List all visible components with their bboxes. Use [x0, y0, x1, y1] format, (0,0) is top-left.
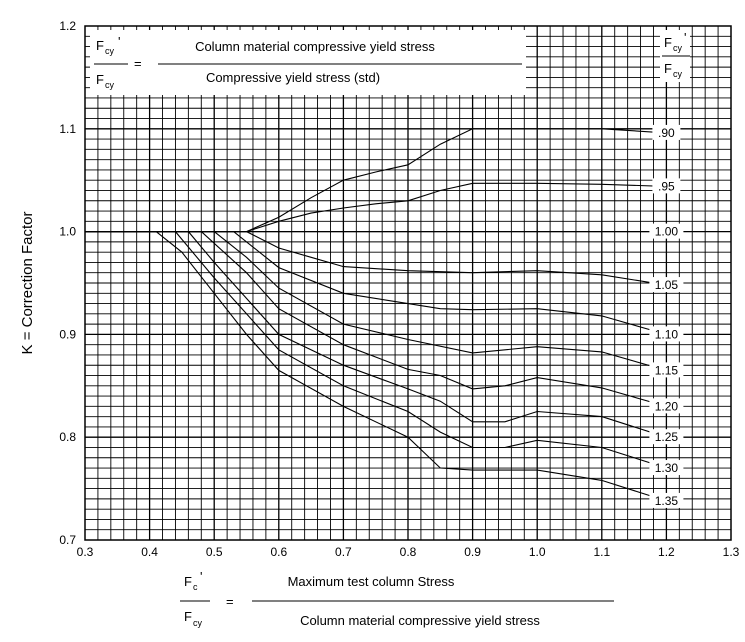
- x-tick-label: 1.1: [593, 545, 610, 559]
- y-tick-label: 0.7: [59, 533, 76, 547]
- ratio-label: 1.05: [655, 278, 679, 292]
- ratio-label-bg: [649, 398, 684, 414]
- x-tick-label: 0.3: [77, 545, 94, 559]
- x-tick-label: 1.3: [723, 545, 740, 559]
- x-tick-label: 1.2: [658, 545, 675, 559]
- ratio-label: 1.10: [655, 327, 679, 341]
- top-lhs-den-sub: cy: [105, 80, 115, 90]
- top-lhs-num-base: F: [96, 38, 104, 53]
- bottom-den-base: F: [184, 609, 192, 624]
- x-tick-label: 1.0: [529, 545, 546, 559]
- curve-1p30: [85, 231, 667, 469]
- ratio-label: 1.20: [655, 399, 679, 413]
- x-tick-label: 0.7: [335, 545, 352, 559]
- legend-den-base: F: [664, 61, 672, 76]
- y-tick-label: 1.2: [59, 19, 76, 33]
- curve-1p35: [85, 231, 667, 502]
- bottom-equals: =: [226, 594, 234, 609]
- legend-header: F cy ' F cy: [660, 30, 690, 82]
- ratio-label-bg: [649, 460, 684, 476]
- bottom-num-sub: c: [193, 582, 198, 592]
- legend-num-prime: ': [684, 30, 686, 45]
- x-tick-label: 0.4: [141, 545, 158, 559]
- ratio-labels: .90 .95 1.00 1.05 1.10 1.15 1.20 1.25 1.30 1.35: [649, 124, 684, 508]
- x-tick-label: 0.6: [270, 545, 287, 559]
- ratio-label: 1.00: [655, 225, 679, 239]
- legend-den-sub: cy: [673, 69, 683, 79]
- y-tick-label: 1.1: [59, 122, 76, 136]
- curve-1p05: [85, 231, 667, 286]
- ratio-label: 1.15: [655, 363, 679, 377]
- ratio-label: 1.30: [655, 461, 679, 475]
- ratio-label-bg: [649, 429, 684, 445]
- curve-1p15: [85, 231, 667, 371]
- x-tick-label: 0.5: [206, 545, 223, 559]
- top-denominator: Compressive yield stress (std): [206, 70, 380, 85]
- y-tick-label: 1.0: [59, 225, 76, 239]
- curve-1p20: [85, 231, 667, 407]
- ratio-label-bg: [649, 492, 684, 508]
- legend-num-base: F: [664, 35, 672, 50]
- top-numerator: Column material compressive yield stress: [195, 39, 435, 54]
- chart-grid: [85, 26, 731, 540]
- legend-num-sub: cy: [673, 43, 683, 53]
- y-axis-label: K = Correction Factor: [19, 212, 36, 355]
- ratio-label: .95: [658, 179, 675, 193]
- bottom-numerator: Maximum test column Stress: [288, 574, 455, 589]
- axis-ticks: 0.3 0.4 0.5 0.6 0.7 0.8 0.9 1.0 1.1 1.2 1.3 0.7 0.8 0…: [59, 19, 739, 559]
- plot-frame: [84, 25, 732, 541]
- x-tick-label: 0.8: [400, 545, 417, 559]
- y-tick-label: 0.9: [59, 327, 76, 341]
- ratio-label: .90: [658, 126, 675, 140]
- top-lhs-den-base: F: [96, 72, 104, 87]
- ratio-label-bg: [649, 362, 684, 378]
- chart-curves: [85, 128, 667, 502]
- top-equals: =: [134, 56, 142, 71]
- top-lhs-num-sub: cy: [105, 46, 115, 56]
- ratio-label-bg: [649, 223, 684, 239]
- top-formula: F cy ' F cy = Column material compressiv…: [90, 30, 526, 95]
- ratio-label-bg: [649, 326, 684, 342]
- ratio-label: 1.25: [655, 430, 679, 444]
- ratio-label-bg: [652, 178, 681, 194]
- ratio-label-bg: [652, 124, 681, 140]
- bottom-formula: F c ' F cy = Maximum test column Stress …: [180, 569, 614, 628]
- curve-p90: [85, 128, 667, 233]
- top-lhs-num-prime: ': [118, 34, 120, 49]
- bottom-num-base: F: [184, 574, 192, 589]
- x-tick-label: 0.9: [464, 545, 481, 559]
- curve-p95: [85, 182, 667, 233]
- bottom-num-prime: ': [200, 569, 202, 584]
- bottom-den-sub: cy: [193, 618, 203, 628]
- y-tick-label: 0.8: [59, 430, 76, 444]
- bottom-denominator: Column material compressive yield stress: [300, 613, 540, 628]
- ratio-label: 1.35: [655, 494, 679, 508]
- curve-1p25: [85, 231, 667, 438]
- ratio-label-bg: [649, 277, 684, 293]
- curve-1p10: [85, 231, 667, 335]
